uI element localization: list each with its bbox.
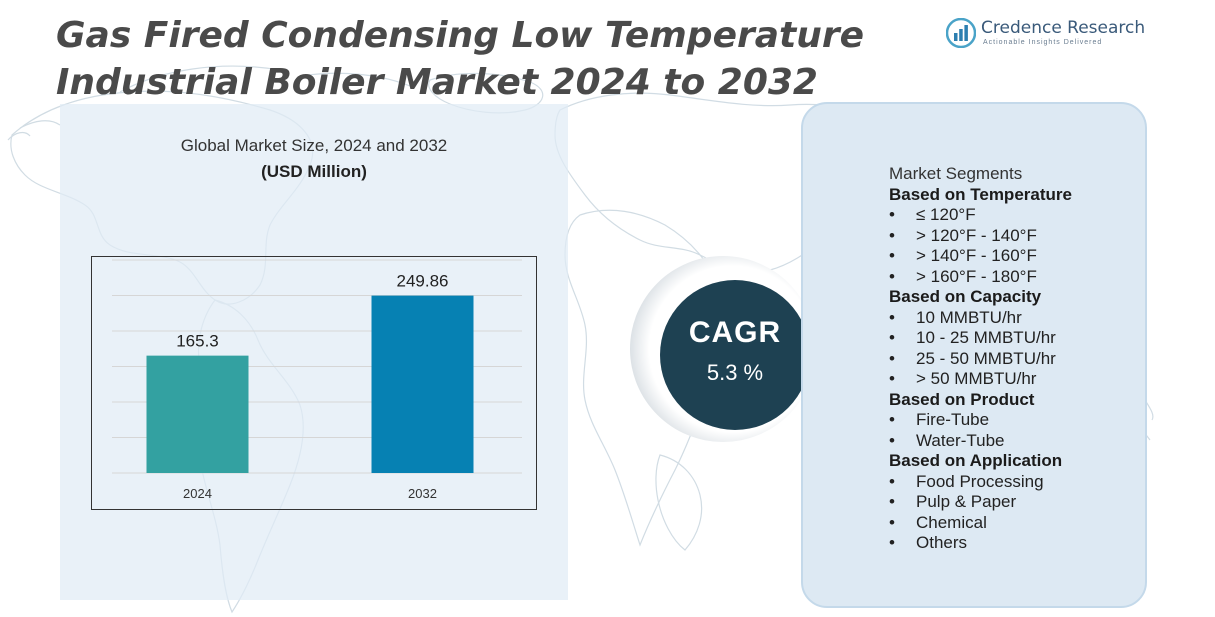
- bullet-icon: •: [889, 246, 895, 265]
- page-title: Gas Fired Condensing Low Temperature Ind…: [56, 12, 864, 106]
- bullet-icon: •: [889, 430, 895, 450]
- bar-chart-logo-icon: [946, 18, 976, 48]
- title-line-1: Gas Fired Condensing Low Temperature: [56, 15, 865, 56]
- segment-item-label: Pulp & Paper: [916, 492, 1017, 511]
- bar-chart-frame: 165.3 2024 249.86 2032: [91, 256, 537, 510]
- segment-item-label: Water-Tube: [916, 430, 1005, 450]
- bullet-icon: •: [889, 512, 895, 532]
- x-tick-label: 2024: [183, 486, 212, 501]
- segment-item-label: 10 MMBTU/hr: [916, 307, 1022, 327]
- bullet-icon: •: [889, 266, 895, 286]
- segment-item: • > 120°F - 140°F: [889, 226, 1072, 247]
- segment-item-label: > 140°F - 160°F: [916, 246, 1037, 265]
- segment-item-label: Food Processing: [916, 471, 1044, 491]
- segment-item-label: > 120°F - 140°F: [916, 225, 1037, 245]
- segment-item: • 10 MMBTU/hr: [889, 308, 1072, 329]
- bullet-icon: •: [889, 348, 895, 368]
- bullet-icon: •: [889, 328, 895, 347]
- bullet-icon: •: [889, 369, 895, 388]
- segment-group-title: Based on Temperature: [889, 184, 1072, 204]
- segment-item-label: 25 - 50 MMBTU/hr: [916, 348, 1056, 368]
- logo-tagline: Actionable Insights Delivered: [983, 39, 1103, 46]
- bullet-icon: •: [889, 492, 895, 511]
- segment-item-label: > 160°F - 180°F: [916, 266, 1037, 286]
- segment-item: • ≤ 120°F: [889, 205, 1072, 226]
- data-label: 249.86: [397, 272, 449, 291]
- segment-item: • Others: [889, 533, 1072, 554]
- segment-group-title: Based on Capacity: [889, 287, 1042, 306]
- market-segments-panel: Market Segments Based on Temperature • ≤ 1…: [801, 102, 1147, 608]
- bullet-icon: •: [889, 205, 895, 224]
- bullet-icon: •: [889, 225, 895, 245]
- segment-item-label: > 50 MMBTU/hr: [916, 369, 1037, 388]
- segment-item-label: 10 - 25 MMBTU/hr: [916, 328, 1056, 347]
- segment-item-label: Others: [916, 533, 968, 552]
- segment-item: • > 160°F - 180°F: [889, 267, 1072, 288]
- bullet-icon: •: [889, 471, 895, 491]
- bullet-icon: •: [889, 307, 895, 327]
- bar-2024: [146, 355, 249, 473]
- segments-list: Market Segments Based on Temperature • ≤ 1…: [889, 164, 1072, 554]
- data-label: 165.3: [176, 332, 219, 351]
- segments-heading: Market Segments: [889, 164, 1023, 183]
- bar-2032: [371, 295, 474, 473]
- title-line-2: Industrial Boiler Market 2024 to 2032: [56, 62, 818, 103]
- segment-item: • Pulp & Paper: [889, 492, 1072, 513]
- market-size-panel: Global Market Size, 2024 and 2032 (USD M…: [60, 104, 568, 600]
- chart-title: Global Market Size, 2024 and 2032: [180, 136, 448, 155]
- segment-item-label: Fire-Tube: [916, 410, 990, 429]
- segment-item: • Fire-Tube: [889, 410, 1072, 431]
- segment-item: • Food Processing: [889, 472, 1072, 493]
- bullet-icon: •: [889, 533, 895, 552]
- segment-item-label: Chemical: [916, 512, 987, 532]
- segment-item-label: ≤ 120°F: [916, 205, 976, 224]
- bar-chart: 165.3 2024 249.86 2032: [112, 259, 522, 501]
- segment-group-title: Based on Application: [889, 451, 1063, 470]
- logo-name: Credence Research: [981, 18, 1146, 38]
- cagr-badge: CAGR 5.3 %: [630, 256, 816, 442]
- cagr-value: 5.3 %: [706, 360, 764, 385]
- segment-item: • > 50 MMBTU/hr: [889, 369, 1072, 390]
- segment-item: • Chemical: [889, 513, 1072, 534]
- segment-item: • 10 - 25 MMBTU/hr: [889, 328, 1072, 349]
- cagr-label: CAGR: [688, 316, 782, 349]
- segment-item: • Water-Tube: [889, 431, 1072, 452]
- chart-unit: (USD Million): [261, 162, 367, 181]
- x-tick-label: 2032: [408, 486, 437, 501]
- segment-item: • 25 - 50 MMBTU/hr: [889, 349, 1072, 370]
- cagr-circle: [660, 280, 810, 430]
- segment-item: • > 140°F - 160°F: [889, 246, 1072, 267]
- segment-group-title: Based on Product: [889, 389, 1035, 409]
- bullet-icon: •: [889, 410, 895, 429]
